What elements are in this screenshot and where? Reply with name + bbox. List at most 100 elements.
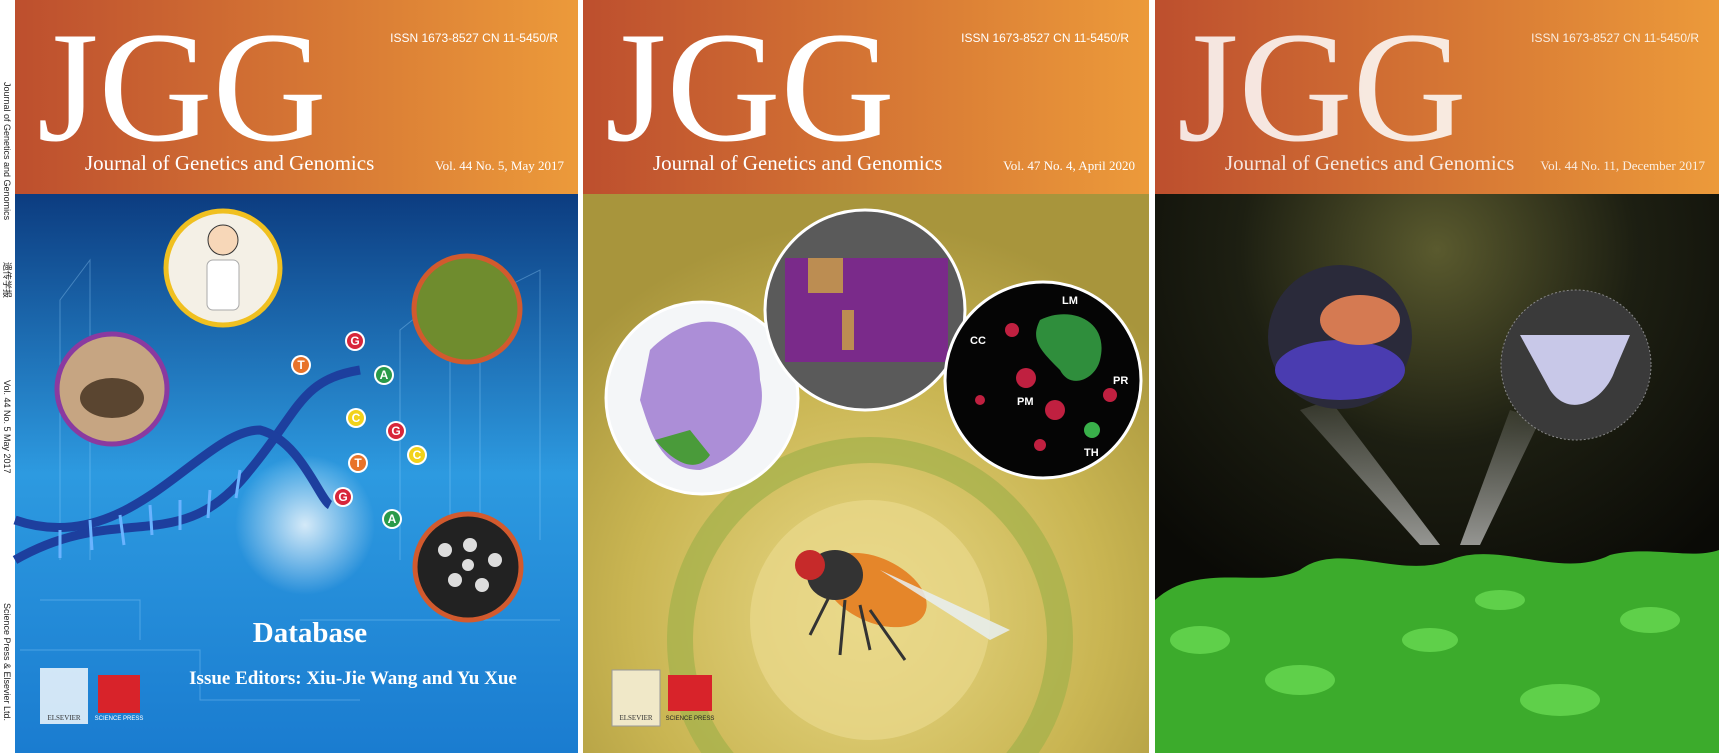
shape [1475,590,1525,610]
scientist-coat [206,259,240,311]
cell-labels: LM CC PR PM TH [970,295,1128,459]
cluster [640,321,762,470]
dna-letter: A [388,512,397,526]
shape [880,570,1010,640]
light-beam [1300,400,1440,545]
seedlings [1155,550,1719,753]
cluster [655,430,710,465]
journal-logo: JGG [37,0,327,175]
journal-logo: JGG [1177,0,1467,175]
shape [438,543,452,557]
shape [13,425,333,532]
mouse [80,378,144,418]
shape [808,594,907,661]
shape [1620,607,1680,633]
dna-letter: C [413,448,422,462]
shape [488,553,502,567]
publisher-logo [668,675,712,711]
publisher-name: ELSEVIER [47,714,80,722]
dna-letter: G [338,490,347,504]
cover [1155,194,1719,753]
dna-letter: T [354,456,362,470]
publisher-logo [98,675,140,713]
shape [1045,400,1065,420]
journal-name: Journal of Genetics and Genomics [1225,151,1514,175]
embryo-part [1320,295,1400,345]
cell-label: LM [1062,295,1078,307]
heatmap-block [808,258,843,293]
dna-letter: A [380,368,389,382]
spine-publisher: Science Press & Elsevier Ltd. [2,603,12,721]
publisher-logo [611,669,661,727]
cover-header [1155,0,1719,194]
issue: Vol. 47 No. 4, April 2020 [1003,158,1135,173]
journal-logo: JGG [605,0,895,175]
publisher-name: ELSEVIER [619,714,652,722]
shape [462,559,474,571]
light-beam [1460,410,1540,545]
letter-disc [388,423,404,439]
embryo-part [1275,340,1405,400]
dna-rungs [58,469,242,558]
letter-disc [376,367,392,383]
dna-letter: G [391,424,400,438]
letter-disc [335,489,351,505]
letter-disc [347,333,363,349]
publisher-name: SCIENCE PRESS [666,716,715,722]
cell-cluster [1520,335,1630,405]
scientist-head [207,224,239,256]
cover-theme: Database [253,617,368,649]
spine-issue: Vol. 44 No. 5 May 2017 [2,380,12,474]
publisher-logo [40,668,88,724]
cell-label: PR [1113,375,1128,387]
th-cell [1084,422,1100,438]
dna-letter: C [352,411,361,425]
journal-name: Journal of Genetics and Genomics [653,151,942,175]
cell-label: PM [1017,396,1034,408]
cells [975,323,1117,451]
shape [58,469,242,558]
publisher-name: SCIENCE PRESS [95,716,144,722]
issn: ISSN 1673-8527 CN 11-5450/R [1531,31,1699,45]
shape [1402,628,1458,652]
letter-disc [293,357,309,373]
shape [475,578,489,592]
shape [1034,439,1046,451]
issn: ISSN 1673-8527 CN 11-5450/R [390,31,558,45]
shape [1520,684,1600,716]
dna-letter: T [297,358,305,372]
micrograph-cells [438,538,502,592]
issue: Vol. 44 No. 5, May 2017 [435,158,565,173]
shape [1005,323,1019,337]
cell-label: CC [970,335,986,347]
letter-disc [384,511,400,527]
shape [975,395,985,405]
letter-disc [350,455,366,471]
shape [1170,626,1230,654]
lm-cell [1036,314,1102,381]
shape [1016,368,1036,388]
fly [795,550,1010,661]
cover: LM CC PR PM TH ELSEVIER SCIENCE PRESS [583,194,1149,753]
letter-disc [348,410,364,426]
shape [795,550,825,580]
cover-editors: Issue Editors: Xiu-Jie Wang and Yu Xue [189,668,517,689]
shape [448,573,462,587]
cover-header [583,0,1149,194]
issue: Vol. 44 No. 11, December 2017 [1540,158,1705,173]
spine-journal: Journal of Genetics and Genomics [2,82,12,221]
spine [0,0,15,753]
cell-label: TH [1084,447,1099,459]
cover-header [15,0,578,194]
light-flare [235,455,375,595]
journal-name: Journal of Genetics and Genomics [85,151,374,175]
letter-disc [409,447,425,463]
spine-chinese: 遗传学报 [2,262,13,298]
shape [1265,665,1335,695]
heatmap-block [842,310,854,350]
rice-photo [411,253,523,365]
